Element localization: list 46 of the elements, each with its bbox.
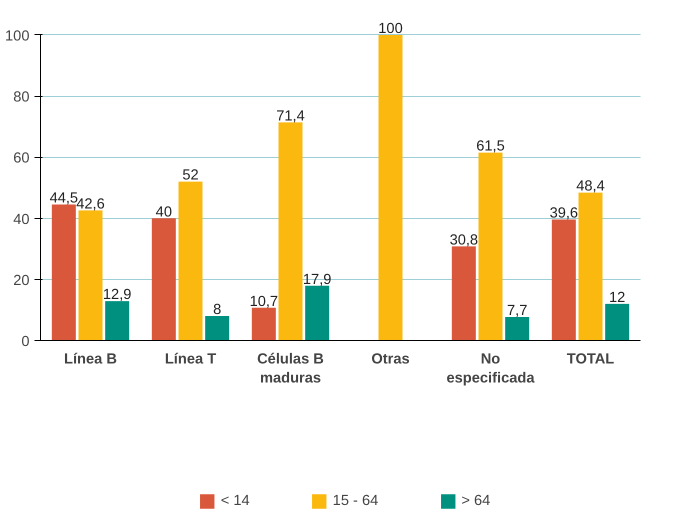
bar <box>605 304 630 340</box>
data-label: 42,6 <box>76 196 105 212</box>
y-tick-label: 60 <box>13 150 30 167</box>
x-tick-label: TOTAL <box>566 352 614 368</box>
data-label: 39,6 <box>550 206 578 222</box>
bar <box>552 220 576 340</box>
bar <box>505 316 530 340</box>
data-label: 7,7 <box>506 302 528 319</box>
data-label: 100 <box>378 20 403 37</box>
data-label: 30,8 <box>450 232 478 248</box>
legend-label: < 14 <box>220 492 250 508</box>
bar <box>478 152 502 340</box>
x-tick-label: Línea T <box>164 352 216 368</box>
data-label: 12,9 <box>102 287 132 304</box>
data-label: 17,9 <box>302 272 332 288</box>
y-tick-label: 20 <box>13 272 30 289</box>
data-label: 8 <box>213 302 222 318</box>
bar <box>178 182 202 340</box>
data-label: 71,4 <box>276 108 305 124</box>
bar <box>78 210 102 340</box>
data-label: 12 <box>609 290 626 306</box>
y-tick-label: 100 <box>5 28 30 44</box>
x-tick-label: Otras <box>371 352 410 368</box>
bar <box>152 218 176 340</box>
y-tick-label: 40 <box>13 212 30 228</box>
data-label: 52 <box>182 168 199 184</box>
bar <box>105 301 130 340</box>
legend-label: 15 - 64 <box>332 492 378 508</box>
x-tick-label: Células B maduras <box>257 352 324 387</box>
x-tick-label: Línea B <box>64 352 117 368</box>
x-tick-label: No especificada <box>446 352 536 387</box>
data-label: 40 <box>156 204 172 220</box>
bar <box>578 192 602 340</box>
y-tick-label: 0 <box>21 334 30 350</box>
data-label: 61,5 <box>476 138 505 155</box>
bar <box>52 204 76 340</box>
bar <box>278 122 302 340</box>
bar <box>252 308 276 340</box>
y-tick-label: 80 <box>13 90 30 106</box>
data-label: 48,4 <box>576 178 605 195</box>
bar <box>378 34 402 340</box>
bar <box>305 286 330 340</box>
bar <box>205 316 230 340</box>
data-label: 10,7 <box>250 294 278 310</box>
legend-label: > 64 <box>461 492 490 508</box>
bar <box>452 246 476 340</box>
